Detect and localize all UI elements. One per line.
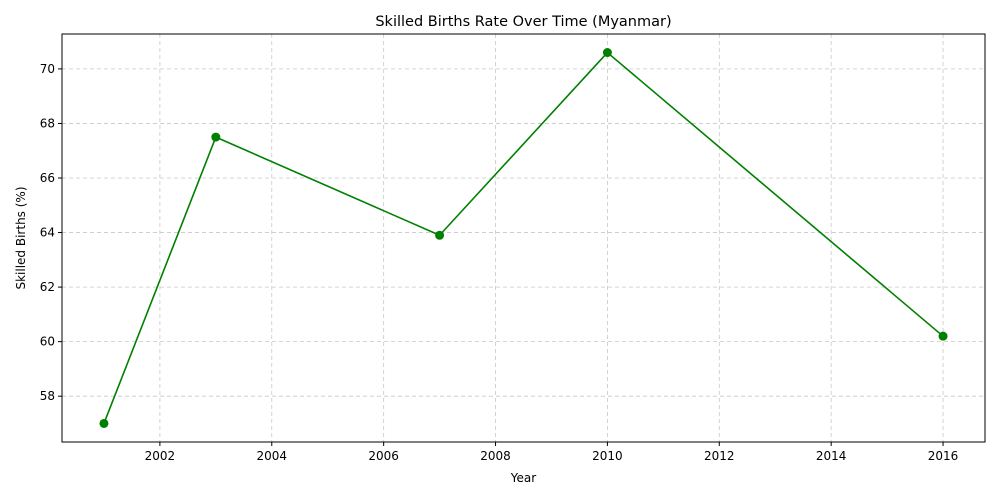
data-point xyxy=(602,48,612,58)
x-tick-label: 2002 xyxy=(145,449,176,463)
y-tick-label: 70 xyxy=(40,62,55,76)
x-axis-label: Year xyxy=(510,471,536,485)
series-layer xyxy=(99,48,948,428)
y-tick-label: 64 xyxy=(40,226,55,240)
x-tick-label: 2008 xyxy=(480,449,511,463)
grid xyxy=(62,34,985,442)
y-tick-label: 62 xyxy=(40,280,55,294)
x-tick-label: 2014 xyxy=(816,449,847,463)
x-tick-label: 2004 xyxy=(256,449,287,463)
y-tick-label: 58 xyxy=(40,389,55,403)
x-tick-label: 2016 xyxy=(928,449,959,463)
y-axis-label: Skilled Births (%) xyxy=(14,186,28,289)
y-tick-label: 68 xyxy=(40,116,55,130)
chart-title: Skilled Births Rate Over Time (Myanmar) xyxy=(375,14,671,30)
data-point xyxy=(99,418,109,428)
x-axis-ticks: 2002 2004 2006 2008 2010 2012 2014 2016 xyxy=(145,442,959,463)
y-axis-ticks: 58 60 62 64 66 68 70 xyxy=(40,62,62,403)
data-point xyxy=(435,230,445,240)
data-point xyxy=(938,331,948,341)
x-tick-label: 2006 xyxy=(368,449,399,463)
y-tick-label: 60 xyxy=(40,335,55,349)
data-point xyxy=(211,132,221,142)
plot-frame xyxy=(61,33,986,443)
x-tick-label: 2012 xyxy=(704,449,735,463)
series-line xyxy=(103,51,944,424)
x-tick-label: 2010 xyxy=(592,449,623,463)
y-tick-label: 66 xyxy=(40,171,55,185)
